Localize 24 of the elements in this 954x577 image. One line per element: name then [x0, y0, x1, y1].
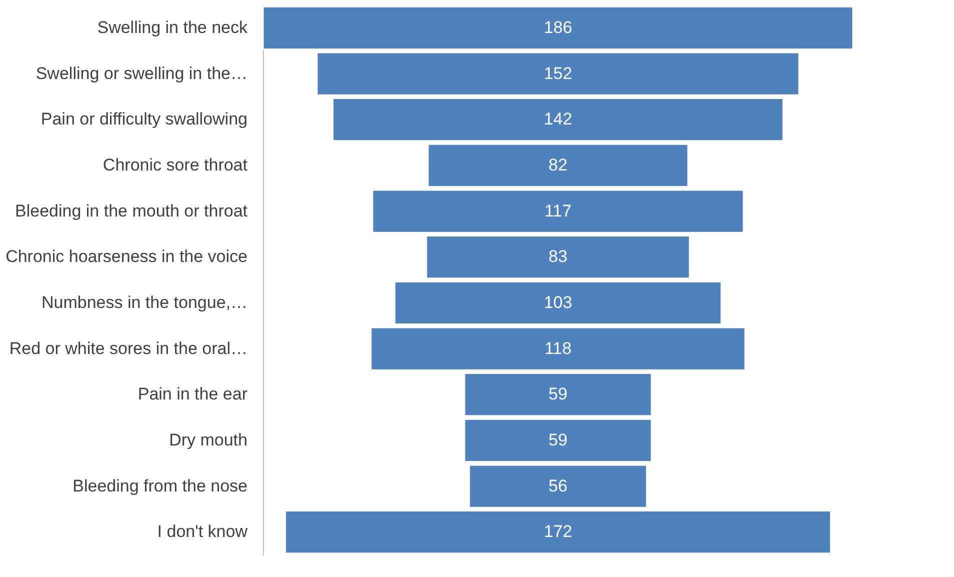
category-label: I don't know: [157, 522, 248, 542]
data-label: 117: [544, 201, 572, 220]
category-label: Chronic sore throat: [102, 155, 248, 174]
data-label: 152: [544, 64, 572, 83]
data-label: 82: [548, 155, 568, 174]
category-label: Red or white sores in the oral…: [9, 338, 248, 358]
category-label: Bleeding from the nose: [72, 476, 248, 496]
category-label: Swelling or swelling in the…: [36, 64, 248, 83]
data-label: 59: [548, 384, 568, 404]
data-label: 186: [544, 18, 572, 37]
category-label: Numbness in the tongue,…: [41, 292, 248, 312]
data-label: 59: [548, 430, 568, 450]
data-label: 56: [548, 476, 568, 496]
data-label: 103: [544, 292, 572, 312]
category-label: Pain or difficulty swallowing: [40, 110, 248, 129]
category-label: Dry mouth: [169, 430, 248, 450]
category-label: Chronic hoarseness in the voice: [6, 247, 248, 266]
data-label: 118: [544, 338, 572, 358]
data-label: 83: [548, 247, 568, 266]
data-label: 142: [544, 110, 572, 129]
data-label: 172: [544, 522, 572, 542]
category-label: Swelling in the neck: [97, 18, 248, 37]
category-label: Pain in the ear: [138, 384, 248, 404]
category-label: Bleeding in the mouth or throat: [15, 201, 248, 220]
